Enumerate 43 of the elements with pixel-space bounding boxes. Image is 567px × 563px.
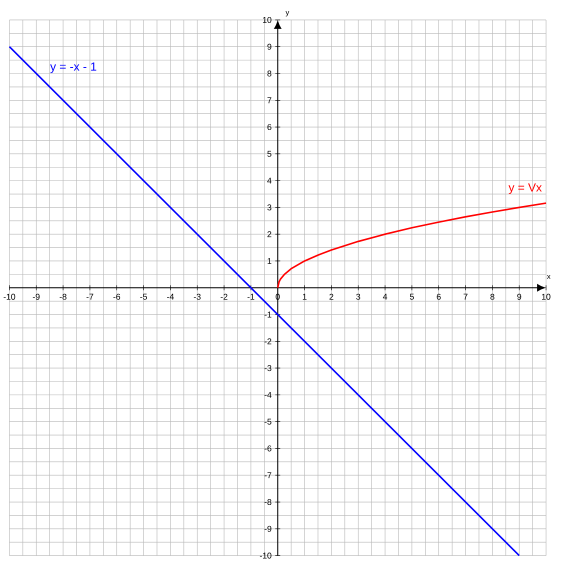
x-tick-label: -10 <box>4 294 16 300</box>
x-tick-label: 7 <box>464 294 468 300</box>
y-tick-label: -7 <box>264 472 272 478</box>
y-tick-label: -10 <box>260 552 272 559</box>
x-tick-label: 10 <box>542 294 550 300</box>
x-tick-label: -6 <box>113 294 120 300</box>
series-label: y = Vx <box>508 184 542 194</box>
y-tick-label: 4 <box>267 178 272 184</box>
y-tick-label: -4 <box>264 392 272 398</box>
y-tick-label: 9 <box>267 44 272 50</box>
y-tick-label: -2 <box>264 338 272 344</box>
x-tick-label: 1 <box>302 294 307 300</box>
y-tick-label: -5 <box>264 418 272 425</box>
x-tick-label: -4 <box>167 294 174 300</box>
x-tick-label: 2 <box>329 294 334 300</box>
x-tick-label: -8 <box>60 294 66 300</box>
x-tick-label: 6 <box>436 294 441 300</box>
y-tick-label: -8 <box>264 499 272 506</box>
x-tick-label: -3 <box>194 294 201 300</box>
x-tick-label: -9 <box>32 294 40 300</box>
x-tick-label: -1 <box>248 294 254 300</box>
y-tick-label: -1 <box>264 312 272 318</box>
line-series <box>276 202 547 289</box>
x-tick-label: -2 <box>220 294 228 300</box>
y-tick-label: 1 <box>268 258 272 264</box>
x-tick-label: 3 <box>356 294 360 300</box>
y-tick-label: 2 <box>267 231 272 238</box>
x-tick-label: -5 <box>140 294 147 300</box>
x-tick-label: -7 <box>86 294 94 300</box>
y-tick-label: 7 <box>267 98 272 104</box>
y-tick-label: 8 <box>267 70 272 77</box>
y-tick-label: -6 <box>264 446 272 452</box>
y-tick-label: 5 <box>267 151 272 158</box>
y-tick-label: -9 <box>264 526 272 532</box>
y-tick-label: 10 <box>262 17 272 24</box>
series-label: y = -x - 1 <box>50 62 96 74</box>
x-tick-label: 5 <box>410 294 414 300</box>
x-tick-label: 9 <box>517 294 522 300</box>
y-tick-label: 3 <box>267 204 272 211</box>
y-tick-label: 6 <box>267 124 272 130</box>
x-tick-label: 4 <box>382 294 388 300</box>
y-tick-label: -3 <box>264 365 272 372</box>
x-tick-label: 8 <box>490 294 494 300</box>
